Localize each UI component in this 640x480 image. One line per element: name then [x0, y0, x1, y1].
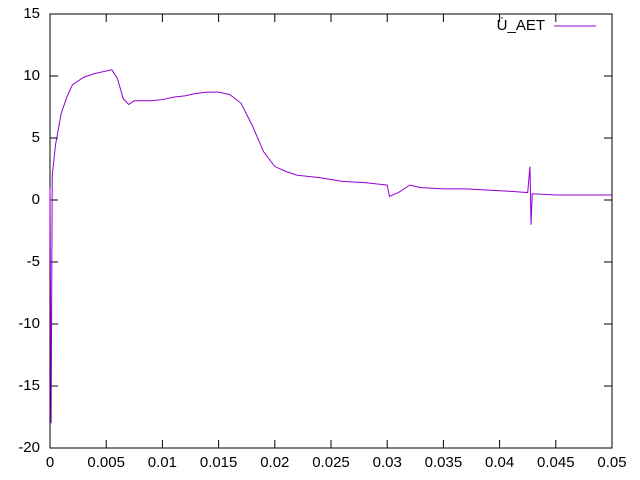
data-line: [49, 69, 612, 424]
x-tick-label: 0.03: [373, 454, 402, 471]
y-tick-label: -5: [27, 253, 40, 270]
x-tick-label: 0.04: [485, 454, 514, 471]
plot-border: [49, 13, 613, 449]
x-tick-label: 0.05: [597, 454, 626, 471]
y-tick-label: 5: [32, 129, 40, 146]
x-tick-label: 0.045: [537, 454, 575, 471]
x-tick-label: 0.01: [148, 454, 177, 471]
x-tick-label: 0.005: [87, 454, 125, 471]
legend-label: U̇_AET: [497, 17, 545, 34]
y-tick-label: 10: [23, 67, 40, 84]
x-tick-label: 0: [46, 454, 54, 471]
y-tick-label: -20: [18, 439, 40, 456]
x-tick-label: 0.035: [425, 454, 463, 471]
y-tick-label: -10: [18, 315, 40, 332]
y-tick-label: -15: [18, 377, 40, 394]
y-tick-label: 0: [32, 191, 40, 208]
x-tick-label: 0.025: [312, 454, 350, 471]
y-tick-label: 15: [23, 5, 40, 22]
x-tick-label: 0.015: [200, 454, 238, 471]
x-tick-label: 0.02: [260, 454, 289, 471]
